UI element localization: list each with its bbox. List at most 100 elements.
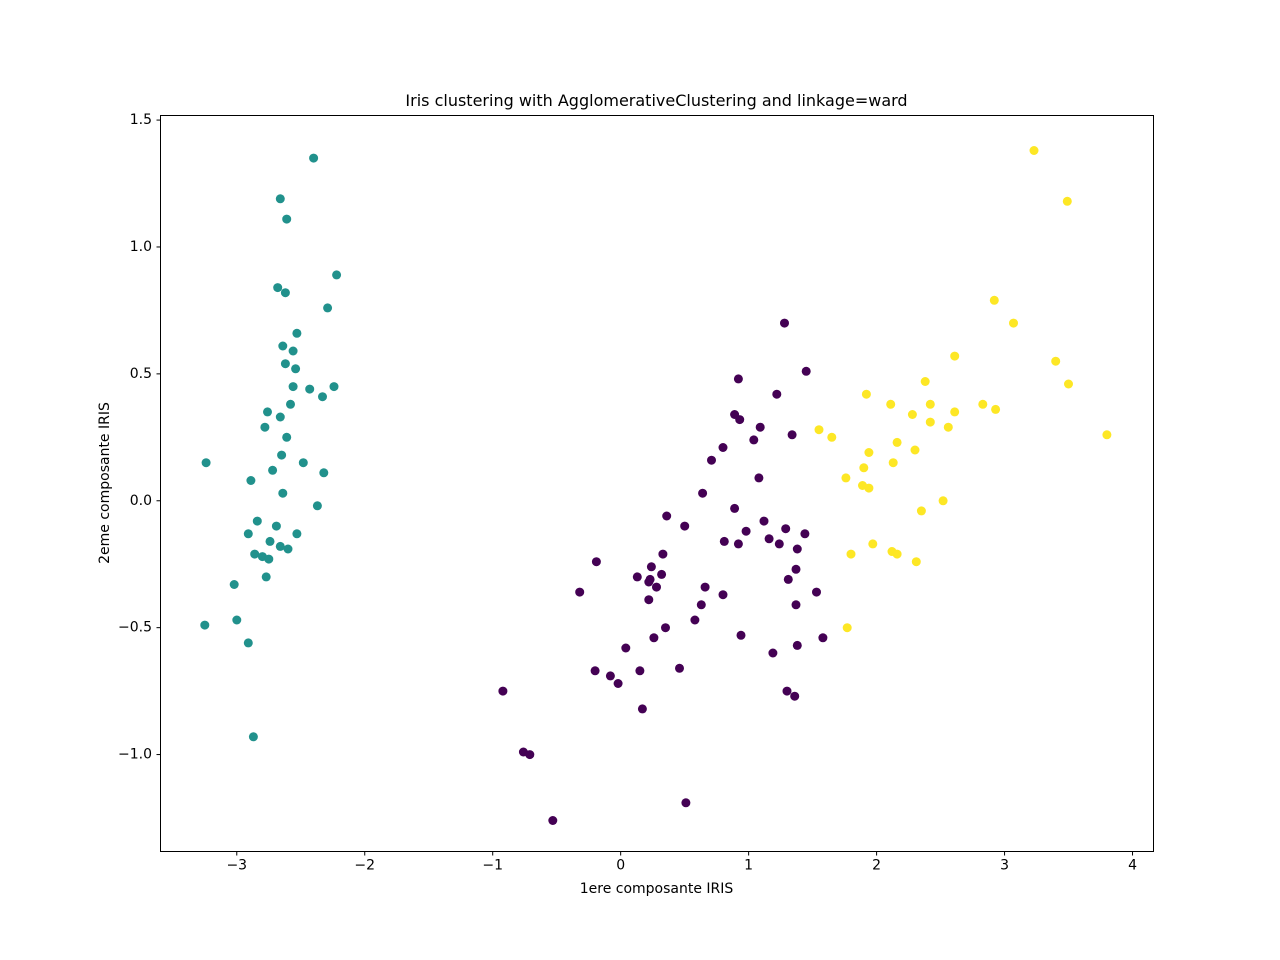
data-point-cluster-0-purple (696, 600, 706, 610)
x-tick-label: −1 (482, 858, 503, 874)
data-point-cluster-0-purple (661, 623, 670, 633)
data-point-cluster-2-yellow (861, 389, 871, 399)
x-axis-label: 1ere composante IRIS (579, 881, 734, 897)
data-point-cluster-1-teal (248, 732, 258, 742)
data-point-cluster-1-teal (273, 283, 283, 293)
data-point-cluster-2-yellow (1102, 430, 1112, 440)
x-tick-label: 4 (1128, 858, 1137, 874)
data-point-cluster-1-teal (268, 465, 278, 475)
data-point-cluster-0-purple (749, 435, 759, 445)
data-point-cluster-0-purple (605, 671, 615, 681)
data-point-cluster-1-teal (263, 407, 272, 417)
data-point-cluster-0-purple (735, 415, 745, 425)
data-point-cluster-2-yellow (910, 445, 920, 455)
x-axis-ticks: −3 −2 −1 0 1 2 3 4 (226, 851, 1137, 874)
data-point-cluster-2-yellow (920, 377, 930, 386)
x-tick-label: −3 (226, 858, 247, 874)
data-point-cluster-0-purple (818, 633, 828, 643)
data-point-cluster-0-purple (736, 630, 746, 640)
y-axis-label: 2eme composante IRIS (97, 402, 113, 564)
x-tick-label: −2 (354, 858, 375, 874)
data-point-cluster-1-teal (278, 488, 288, 498)
data-point-cluster-0-purple (764, 534, 774, 544)
data-point-cluster-0-purple (768, 648, 778, 658)
data-point-cluster-2-yellow (1051, 356, 1061, 366)
data-point-cluster-0-purple (662, 511, 672, 521)
data-point-cluster-0-purple (591, 557, 601, 567)
data-point-cluster-1-teal (312, 501, 322, 511)
data-point-cluster-1-teal (288, 346, 298, 356)
data-point-cluster-1-teal (318, 392, 327, 402)
data-point-cluster-1-teal (229, 580, 239, 589)
data-point-cluster-2-yellow (1062, 196, 1072, 206)
data-point-cluster-2-yellow (827, 432, 837, 442)
series-cluster-1-teal (200, 153, 342, 742)
data-point-cluster-0-purple (700, 582, 710, 592)
y-tick-label: 0.0 (130, 493, 152, 509)
data-point-cluster-1-teal (280, 359, 290, 369)
data-point-cluster-1-teal (250, 549, 260, 559)
data-point-cluster-0-purple (658, 549, 668, 559)
data-point-cluster-0-purple (644, 595, 654, 605)
data-point-cluster-2-yellow (978, 399, 988, 409)
data-point-cluster-0-purple (646, 562, 656, 572)
data-point-cluster-0-purple (718, 590, 728, 600)
data-point-cluster-0-purple (783, 574, 793, 584)
data-point-cluster-0-purple (755, 422, 765, 432)
data-point-cluster-0-purple (733, 539, 743, 549)
data-point-cluster-0-purple (792, 640, 802, 650)
data-point-cluster-2-yellow (1064, 379, 1073, 389)
data-point-cluster-1-teal (261, 572, 271, 582)
data-point-cluster-0-purple (791, 600, 801, 610)
data-point-cluster-0-purple (575, 587, 585, 597)
data-point-cluster-2-yellow (991, 404, 1001, 414)
data-point-cluster-2-yellow (925, 417, 935, 427)
data-point-cluster-0-purple (730, 503, 740, 513)
chart-title: Iris clustering with AgglomerativeCluste… (405, 91, 908, 110)
data-point-cluster-2-yellow (864, 483, 874, 493)
data-point-cluster-2-yellow (943, 422, 953, 432)
data-point-cluster-2-yellow (841, 473, 851, 483)
data-point-cluster-1-teal (232, 615, 242, 625)
data-point-cluster-0-purple (675, 663, 684, 673)
data-point-cluster-2-yellow (925, 399, 935, 409)
data-point-cluster-2-yellow (916, 506, 926, 516)
data-point-cluster-1-teal (252, 516, 262, 526)
data-point-cluster-2-yellow (911, 557, 921, 567)
data-point-cluster-0-purple (707, 455, 716, 465)
data-point-cluster-1-teal (329, 382, 339, 392)
data-point-cluster-0-purple (787, 430, 797, 440)
data-point-cluster-1-teal (271, 521, 281, 531)
data-point-cluster-1-teal (286, 399, 295, 409)
data-point-cluster-2-yellow (892, 437, 902, 447)
data-point-cluster-1-teal (243, 529, 253, 539)
data-point-cluster-0-purple (690, 615, 700, 625)
data-point-cluster-1-teal (292, 328, 302, 338)
data-point-cluster-0-purple (590, 666, 600, 676)
data-point-cluster-1-teal (282, 214, 292, 224)
data-point-cluster-1-teal (283, 544, 293, 554)
data-point-cluster-0-purple (800, 529, 810, 539)
data-point-cluster-0-purple (790, 691, 800, 701)
data-point-cluster-1-teal (288, 382, 298, 392)
data-point-cluster-0-purple (774, 539, 784, 549)
y-tick-label: 0.5 (130, 366, 152, 382)
data-point-cluster-0-purple (548, 816, 558, 825)
data-point-cluster-1-teal (309, 153, 319, 163)
data-point-cluster-0-purple (637, 704, 647, 714)
plot-frame (160, 115, 1154, 852)
data-point-cluster-0-purple (632, 572, 642, 582)
y-tick-label: −0.5 (118, 620, 152, 636)
x-tick-label: 0 (616, 858, 625, 874)
data-point-cluster-1-teal (277, 450, 287, 460)
data-point-cluster-0-purple (681, 798, 691, 808)
data-point-cluster-1-teal (280, 288, 290, 298)
data-point-cluster-0-purple (698, 488, 708, 498)
data-point-cluster-2-yellow (950, 351, 960, 361)
data-point-cluster-2-yellow (868, 539, 878, 549)
y-tick-label: 1.5 (130, 112, 152, 128)
data-point-cluster-1-teal (319, 468, 329, 478)
data-point-cluster-0-purple (791, 564, 801, 574)
